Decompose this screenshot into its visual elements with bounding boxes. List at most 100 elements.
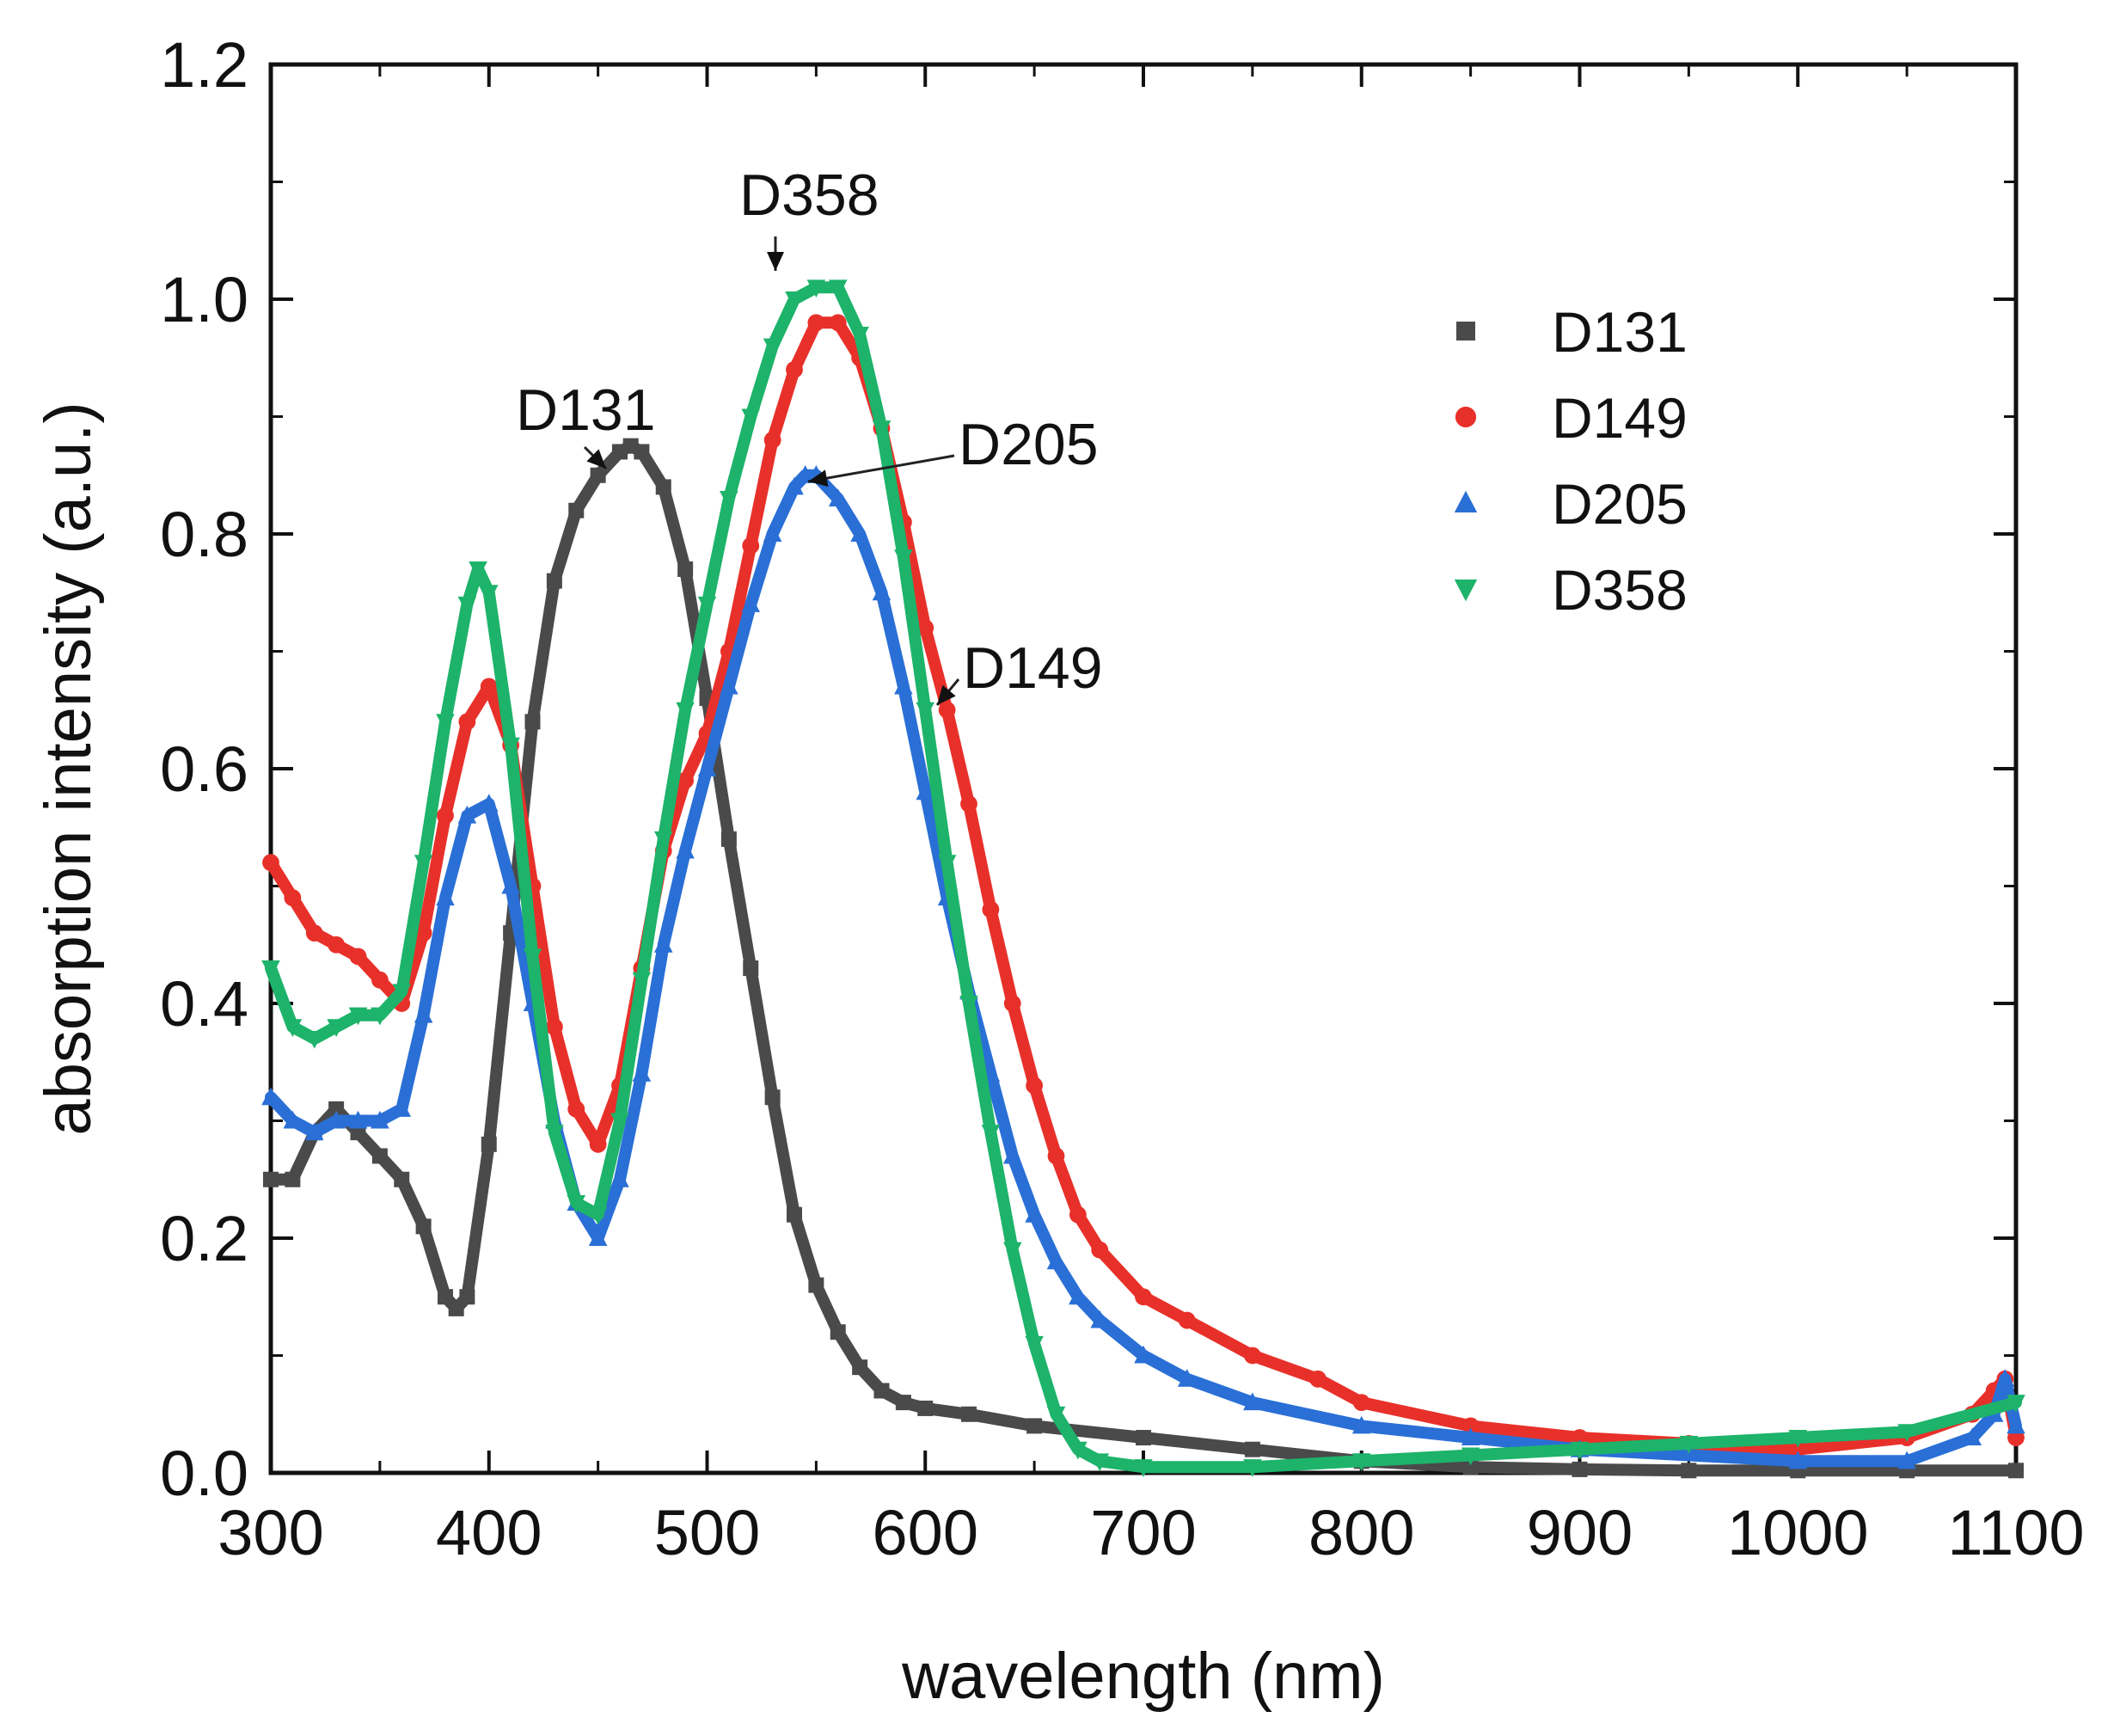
data-point — [590, 467, 606, 483]
data-point — [960, 795, 977, 813]
y-tick-label: 0.6 — [160, 733, 248, 805]
data-point — [1026, 1418, 1043, 1434]
data-point — [348, 1007, 368, 1026]
data-point — [1002, 1145, 1022, 1164]
data-point — [546, 573, 562, 589]
data-point — [261, 960, 280, 978]
legend-marker — [1455, 406, 1477, 428]
data-point — [1897, 1451, 1916, 1469]
x-tick-label: 900 — [1527, 1497, 1633, 1568]
data-point — [916, 782, 935, 801]
data-point — [787, 1206, 802, 1223]
legend-item-d358: D358 — [1454, 558, 1688, 622]
annotation-arrowhead — [586, 449, 606, 469]
data-point — [350, 1125, 366, 1141]
data-point — [285, 1171, 301, 1187]
data-point — [938, 701, 956, 719]
data-point — [677, 561, 694, 577]
data-point — [894, 676, 913, 695]
data-point — [982, 900, 1000, 918]
data-point — [676, 840, 695, 859]
data-point — [480, 678, 498, 696]
data-point — [1461, 1447, 1480, 1466]
data-point — [677, 771, 695, 789]
data-point — [872, 420, 892, 439]
data-point — [414, 924, 432, 942]
data-point — [1243, 1392, 1262, 1411]
data-point — [304, 1122, 324, 1141]
data-point — [655, 479, 671, 495]
legend-label: D358 — [1552, 558, 1688, 622]
annotation-leader — [807, 454, 955, 483]
data-point — [371, 1007, 389, 1026]
data-point — [328, 1101, 345, 1117]
data-point — [284, 889, 302, 907]
data-point — [2007, 1395, 2025, 1413]
data-point — [327, 1019, 346, 1037]
data-point — [981, 1125, 1001, 1143]
series-d205 — [261, 465, 2025, 1469]
data-point — [697, 596, 717, 615]
y-tick-label: 0.4 — [160, 968, 248, 1040]
x-tick-label: 500 — [654, 1497, 760, 1568]
annotation-d131: D131 — [516, 377, 656, 470]
legend-item-d205: D205 — [1454, 472, 1688, 536]
data-point — [437, 807, 454, 825]
annotation-label: D358 — [739, 163, 879, 228]
data-point — [523, 948, 542, 967]
data-point — [1177, 1369, 1197, 1387]
data-point — [1351, 1415, 1371, 1434]
data-point — [524, 714, 541, 730]
data-point — [1243, 1346, 1261, 1365]
x-tick-label: 400 — [436, 1497, 542, 1568]
y-axis-title: absorption intensity (a.u.) — [32, 402, 105, 1135]
data-point — [567, 1100, 585, 1118]
data-point — [371, 1148, 388, 1164]
legend: D131 D149 D205 D358 — [1454, 300, 1688, 622]
legend-marker — [1456, 322, 1475, 340]
data-point — [438, 1289, 453, 1305]
data-point — [1135, 1288, 1152, 1306]
data-point — [501, 737, 520, 756]
x-tick-label: 1100 — [1947, 1497, 2084, 1568]
data-point — [567, 1195, 586, 1213]
data-point — [959, 996, 978, 1014]
y-axis-ticks: 0.0 0.2 0.4 0.6 0.8 1.0 1.2 — [160, 29, 2016, 1509]
data-point — [1995, 1369, 2015, 1387]
data-point — [1572, 1461, 1588, 1477]
legend-marker — [1454, 490, 1478, 512]
annotation-arrowhead — [937, 684, 956, 705]
data-point — [828, 279, 848, 298]
data-point — [414, 1004, 433, 1023]
data-point — [392, 1099, 412, 1117]
y-tick-label: 1.0 — [160, 264, 248, 335]
data-point — [261, 1087, 280, 1106]
annotations: D358 D131 D205 D149 — [516, 163, 1103, 706]
data-point — [610, 1169, 629, 1187]
legend-label: D131 — [1552, 300, 1688, 364]
series-d149 — [262, 314, 2025, 1458]
data-point — [2007, 1415, 2025, 1434]
data-point — [634, 444, 650, 460]
data-point — [763, 431, 781, 449]
data-point — [697, 758, 717, 776]
data-point — [448, 1300, 464, 1316]
data-point — [457, 805, 477, 824]
data-point — [763, 524, 782, 542]
data-point — [459, 1289, 475, 1305]
data-point — [1069, 1441, 1088, 1460]
data-point — [1461, 1427, 1480, 1446]
x-tick-label: 300 — [218, 1497, 323, 1568]
data-point — [1046, 1251, 1066, 1270]
data-point — [916, 702, 935, 721]
data-point — [786, 361, 803, 378]
data-point — [283, 1019, 303, 1037]
data-point — [785, 476, 804, 495]
annotation-d358: D358 — [739, 163, 879, 271]
data-point — [1461, 1417, 1480, 1435]
data-point — [676, 702, 695, 721]
x-axis-ticks: 300 400 500 600 700 800 900 1000 1100 — [218, 64, 2085, 1568]
annotation-d205: D205 — [807, 412, 1099, 488]
data-point — [588, 1228, 608, 1246]
